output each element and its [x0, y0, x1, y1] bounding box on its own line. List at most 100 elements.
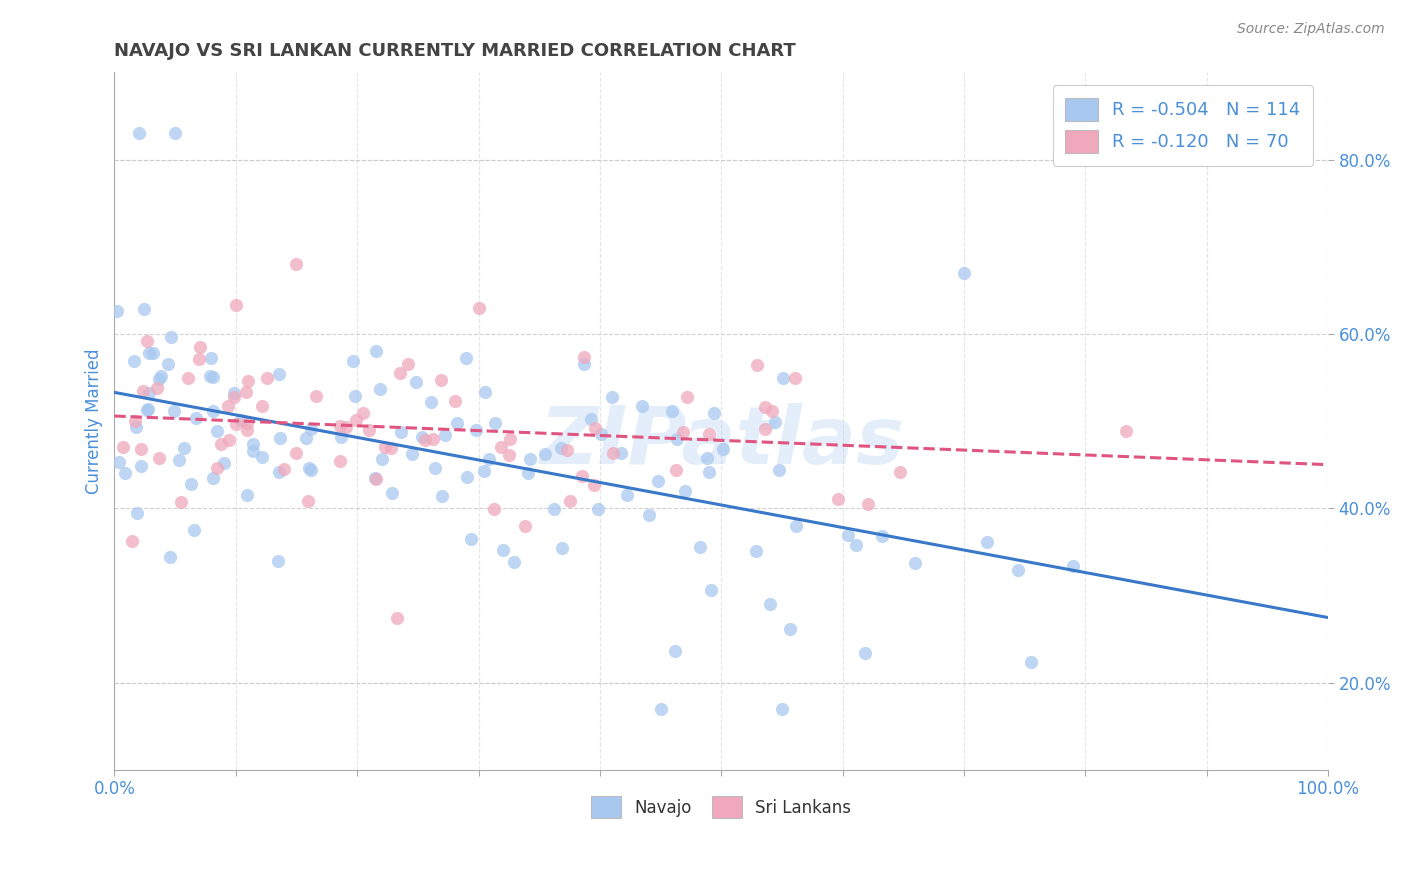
Point	[517, 467, 540, 481]
Point	[299, 422, 322, 436]
Point	[745, 358, 768, 372]
Point	[163, 404, 186, 418]
Point	[297, 493, 319, 508]
Point	[267, 465, 290, 479]
Point	[664, 644, 686, 658]
Point	[460, 533, 482, 547]
Point	[170, 495, 193, 509]
Point	[484, 502, 506, 516]
Point	[201, 403, 224, 417]
Point	[184, 411, 207, 425]
Point	[744, 543, 766, 558]
Point	[352, 406, 374, 420]
Point	[456, 470, 478, 484]
Point	[602, 446, 624, 460]
Point	[132, 384, 155, 399]
Point	[198, 368, 221, 383]
Point	[344, 413, 367, 427]
Point	[114, 467, 136, 481]
Point	[396, 357, 419, 371]
Point	[201, 370, 224, 384]
Point	[837, 528, 859, 542]
Point	[173, 441, 195, 455]
Point	[236, 488, 259, 502]
Text: ZIPatlas: ZIPatlas	[538, 403, 904, 481]
Point	[200, 351, 222, 365]
Point	[148, 371, 170, 385]
Point	[492, 543, 515, 558]
Y-axis label: Currently Married: Currently Married	[86, 349, 103, 494]
Point	[157, 357, 180, 371]
Point	[305, 390, 328, 404]
Point	[422, 433, 444, 447]
Point	[411, 430, 433, 444]
Point	[127, 506, 149, 520]
Point	[138, 386, 160, 401]
Point	[167, 452, 190, 467]
Point	[586, 502, 609, 516]
Point	[515, 519, 537, 533]
Point	[297, 461, 319, 475]
Point	[267, 554, 290, 568]
Point	[853, 646, 876, 660]
Point	[212, 456, 235, 470]
Point	[330, 430, 353, 444]
Point	[111, 441, 134, 455]
Point	[368, 382, 391, 396]
Point	[183, 523, 205, 537]
Point	[142, 346, 165, 360]
Point	[666, 432, 689, 446]
Point	[754, 401, 776, 415]
Point	[472, 464, 495, 478]
Point	[904, 556, 927, 570]
Point	[551, 541, 574, 555]
Point	[135, 334, 157, 348]
Point	[503, 555, 526, 569]
Point	[205, 424, 228, 438]
Point	[229, 413, 252, 427]
Point	[589, 427, 612, 442]
Point	[772, 371, 794, 385]
Point	[294, 431, 316, 445]
Point	[108, 455, 131, 469]
Point	[252, 399, 274, 413]
Point	[779, 622, 801, 636]
Point	[344, 389, 367, 403]
Point	[209, 437, 232, 451]
Point	[827, 492, 849, 507]
Point	[689, 540, 711, 554]
Point	[420, 395, 443, 409]
Point	[889, 465, 911, 479]
Point	[374, 441, 396, 455]
Point	[647, 475, 669, 489]
Point	[357, 423, 380, 437]
Point	[148, 450, 170, 465]
Point	[201, 471, 224, 485]
Point	[273, 462, 295, 476]
Point	[366, 472, 388, 486]
Point	[785, 519, 807, 533]
Point	[389, 425, 412, 440]
Point	[444, 394, 467, 409]
Point	[125, 420, 148, 434]
Point	[600, 390, 623, 404]
Point	[269, 431, 291, 445]
Point	[474, 384, 496, 399]
Point	[236, 416, 259, 430]
Point	[953, 266, 976, 280]
Point	[138, 346, 160, 360]
Point	[555, 443, 578, 458]
Point	[676, 391, 699, 405]
Point	[299, 463, 322, 477]
Point	[574, 351, 596, 365]
Point	[405, 375, 427, 389]
Point	[558, 493, 581, 508]
Point	[571, 469, 593, 483]
Point	[413, 433, 436, 447]
Point	[222, 386, 245, 401]
Point	[423, 460, 446, 475]
Point	[484, 416, 506, 430]
Point	[672, 425, 695, 439]
Point	[456, 351, 478, 366]
Point	[446, 417, 468, 431]
